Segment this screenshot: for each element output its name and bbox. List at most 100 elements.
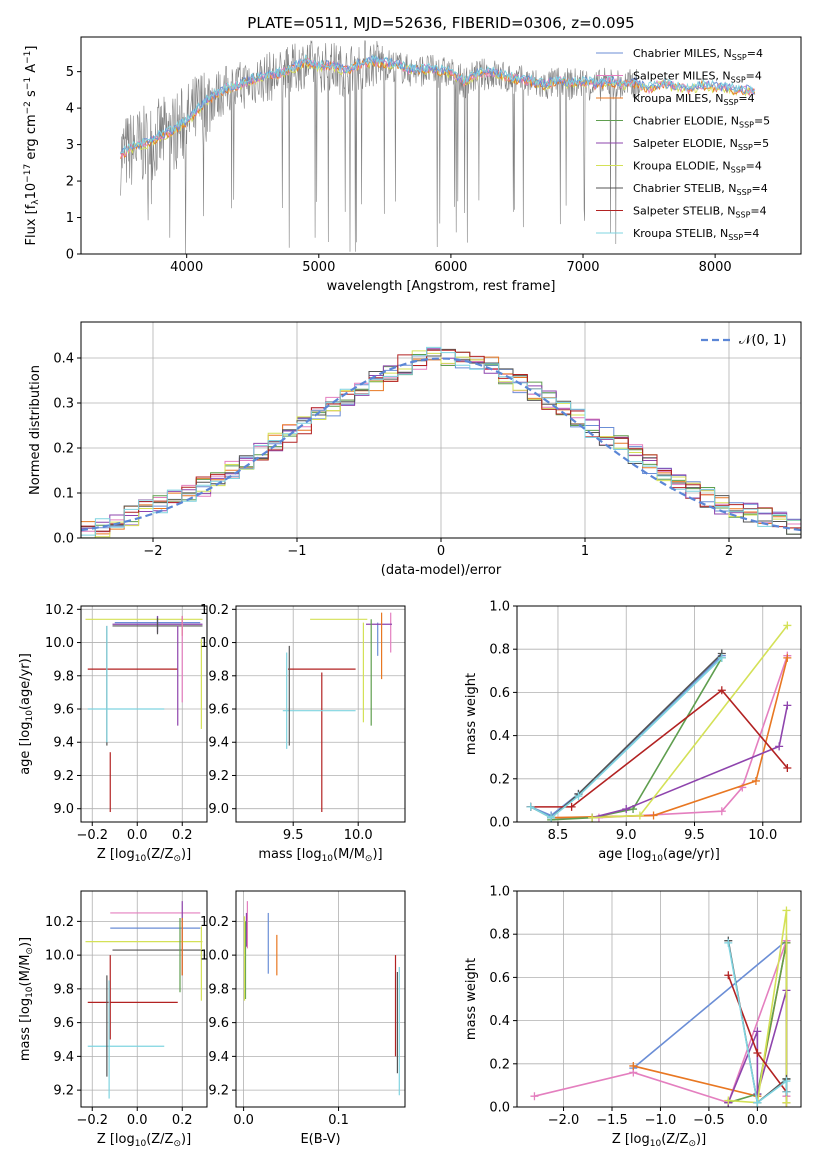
model-spectrum-kroupa_stelib xyxy=(120,53,756,154)
y-tick-label: 0.6 xyxy=(489,971,510,986)
x-axis-label: age [log10(age/yr)] xyxy=(598,847,720,864)
x-tick-label: 0.0 xyxy=(747,1113,768,1128)
x-tick-label: 4000 xyxy=(170,260,203,275)
series-marker xyxy=(783,701,792,710)
x-tick-label: 0.2 xyxy=(172,1113,193,1128)
series-marker xyxy=(717,653,726,662)
legend-label: Salpeter ELODIE, NSSP=5 xyxy=(633,137,769,152)
y-axis-label: mass weight xyxy=(464,673,479,755)
series-marker xyxy=(530,1092,539,1101)
series-marker xyxy=(753,1049,762,1057)
plot-area xyxy=(81,891,207,1107)
series-marker xyxy=(782,1098,791,1107)
axes-frame xyxy=(235,890,406,1108)
y-axis-label: mass [log10(M/M⊙)] xyxy=(18,937,35,1061)
y-tick-label: 9.0 xyxy=(208,802,229,817)
series-line xyxy=(591,705,789,819)
legend-label: 𝒩(0, 1) xyxy=(739,333,786,348)
axes-frame xyxy=(235,605,406,823)
normal-curve xyxy=(81,357,801,532)
panel-weight_vs_age: 8.5 9.0 9.5 10.0 0.0 0.2 0.4 0.6 0.8 1.0 age [log1… xyxy=(464,600,802,864)
series-marker xyxy=(629,1061,638,1070)
y-tick-label: 9.6 xyxy=(53,1016,74,1031)
series-marker xyxy=(724,971,733,980)
series-marker xyxy=(753,1027,762,1036)
y-tick-label: 9.0 xyxy=(53,802,74,817)
x-tick-label: −2.0 xyxy=(548,1113,580,1128)
legend-label: Salpeter STELIB, NSSP=4 xyxy=(633,205,767,220)
y-tick-label: 9.8 xyxy=(53,669,74,684)
series-marker xyxy=(783,653,792,662)
y-tick-label: 9.6 xyxy=(208,703,229,718)
panel-age_vs_z: −0.2 0.0 0.2 9.0 9.2 9.4 9.6 9.8 10.0 10.2 Z [log1… xyxy=(18,603,208,864)
y-tick-label: 9.4 xyxy=(208,1050,229,1065)
y-tick-label: 9.8 xyxy=(208,669,229,684)
panel-weight_vs_z: −2.0 −1.5 −1.0 −0.5 0.0 0.0 0.2 0.4 0.6 0.8 1.0 Z [… xyxy=(464,885,802,1149)
y-tick-label: 0.4 xyxy=(489,729,510,744)
plot-area xyxy=(81,606,207,822)
x-tick-label: 5000 xyxy=(302,260,335,275)
y-tick-label: 1.0 xyxy=(489,885,510,900)
x-axis-label: Z [log10(Z/Z⊙)] xyxy=(612,1132,706,1149)
y-axis-label: Flux [fλ10−17 erg cm−2 s−1 A−1] xyxy=(23,46,41,246)
x-tick-label: 0.1 xyxy=(328,1113,349,1128)
plot-area xyxy=(517,891,801,1107)
y-tick-label: 10.0 xyxy=(45,636,74,651)
x-tick-label: 0.0 xyxy=(233,1113,254,1128)
legend-label: Kroupa STELIB, NSSP=4 xyxy=(633,227,759,242)
y-tick-label: 10.2 xyxy=(200,603,229,618)
y-tick-label: 10.0 xyxy=(45,949,74,964)
y-tick-label: 0.2 xyxy=(53,442,74,457)
y-axis-label: mass weight xyxy=(464,958,479,1040)
x-tick-label: −0.2 xyxy=(76,1113,108,1128)
x-tick-label: 0.0 xyxy=(127,1113,148,1128)
series-marker xyxy=(753,1098,762,1107)
series-marker xyxy=(574,792,583,801)
legend-label: Chabrier STELIB, NSSP=4 xyxy=(633,182,768,197)
series-line xyxy=(551,657,723,821)
panel-mass_vs_z: −0.2 0.0 0.2 9.2 9.4 9.6 9.8 10.0 10.2 Z [log10(Z… xyxy=(18,890,208,1149)
y-tick-label: 0.8 xyxy=(489,928,510,943)
histogram-kroupa_stelib xyxy=(81,346,801,538)
x-tick-label: 10.0 xyxy=(344,828,373,843)
y-tick-label: 3 xyxy=(66,138,74,153)
y-tick-label: 9.4 xyxy=(53,1050,74,1065)
legend-label: Kroupa ELODIE, NSSP=4 xyxy=(633,160,762,175)
histogram-kroupa_elodie xyxy=(81,350,801,538)
y-tick-label: 0.2 xyxy=(489,1057,510,1072)
y-tick-label: 4 xyxy=(66,102,74,117)
y-tick-label: 0.0 xyxy=(53,532,74,547)
x-tick-label: −1.0 xyxy=(645,1113,677,1128)
series-marker xyxy=(783,764,792,772)
y-tick-label: 10.0 xyxy=(200,949,229,964)
series-marker xyxy=(724,938,733,947)
series-marker xyxy=(783,621,792,630)
series-marker xyxy=(622,805,631,814)
legend-label: Salpeter MILES, NSSP=4 xyxy=(633,70,762,85)
x-tick-label: −0.5 xyxy=(693,1113,725,1128)
y-tick-label: 0.0 xyxy=(489,816,510,831)
y-tick-label: 0.4 xyxy=(489,1014,510,1029)
x-tick-label: −1.5 xyxy=(596,1113,628,1128)
y-tick-label: 9.2 xyxy=(53,769,74,784)
x-tick-label: 8.5 xyxy=(548,828,569,843)
series-marker xyxy=(782,1077,791,1086)
series-marker xyxy=(724,1096,733,1105)
x-tick-label: 0.2 xyxy=(172,828,193,843)
x-tick-label: 10.0 xyxy=(748,828,777,843)
series-line xyxy=(551,655,789,819)
plot-area xyxy=(120,40,756,254)
legend-label: Chabrier ELODIE, NSSP=5 xyxy=(633,115,770,130)
x-tick-label: −0.2 xyxy=(76,828,108,843)
y-tick-label: 10.0 xyxy=(200,636,229,651)
y-tick-label: 0.6 xyxy=(489,686,510,701)
y-tick-label: 9.6 xyxy=(53,703,74,718)
panel-spectrum: 4000 5000 6000 7000 8000 0 1 2 3 4 5 wavelength [An… xyxy=(23,36,802,294)
legend-label: Chabrier MILES, NSSP=4 xyxy=(633,47,763,62)
series-marker xyxy=(751,776,760,785)
series-marker xyxy=(753,1090,762,1099)
x-axis-label: (data-model)/error xyxy=(381,563,502,578)
figure-title: PLATE=0511, MJD=52636, FIBERID=0306, z=0… xyxy=(247,14,634,32)
observed-spectrum xyxy=(120,40,640,254)
series-marker xyxy=(775,742,784,751)
